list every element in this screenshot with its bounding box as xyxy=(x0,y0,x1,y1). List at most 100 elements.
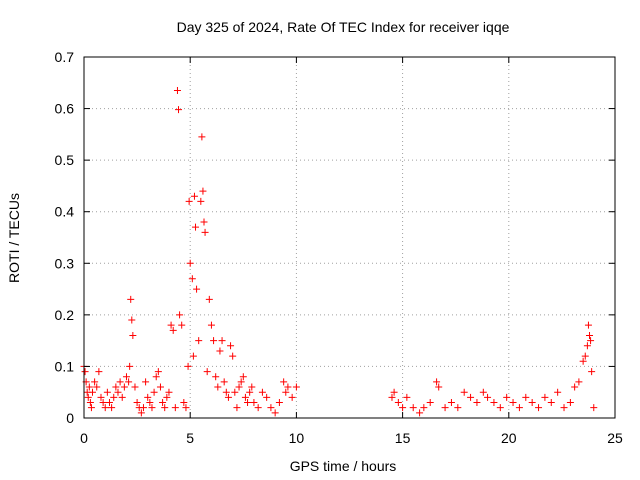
data-point xyxy=(292,383,300,391)
data-point xyxy=(420,404,428,412)
data-point xyxy=(496,404,504,412)
data-point xyxy=(81,368,89,376)
data-point xyxy=(127,295,135,303)
data-point xyxy=(101,404,109,412)
data-point xyxy=(246,388,254,396)
data-point xyxy=(390,388,398,396)
data-point xyxy=(154,368,162,376)
data-point xyxy=(583,342,591,350)
data-point xyxy=(575,378,583,386)
data-point xyxy=(188,275,196,283)
plot-frame xyxy=(83,56,616,419)
data-point xyxy=(509,399,517,407)
data-point xyxy=(114,388,122,396)
data-point xyxy=(218,337,226,345)
data-point xyxy=(169,326,177,334)
y-tick-label: 0 xyxy=(66,410,74,426)
data-point xyxy=(165,388,173,396)
data-point xyxy=(142,378,150,386)
x-tick-label: 10 xyxy=(289,430,305,446)
data-point xyxy=(547,399,555,407)
data-point xyxy=(93,383,101,391)
data-point xyxy=(118,393,126,401)
x-axis-label: GPS time / hours xyxy=(290,458,397,474)
data-point xyxy=(473,399,481,407)
data-point xyxy=(178,321,186,329)
data-point xyxy=(388,393,396,401)
data-point xyxy=(199,187,207,195)
data-point xyxy=(144,393,152,401)
data-point xyxy=(167,321,175,329)
data-point xyxy=(235,383,243,391)
data-point xyxy=(125,378,133,386)
data-point xyxy=(454,404,462,412)
data-point xyxy=(185,197,193,205)
data-point xyxy=(258,388,266,396)
data-point xyxy=(91,378,99,386)
data-point xyxy=(197,197,205,205)
data-point xyxy=(467,393,475,401)
data-point xyxy=(231,388,239,396)
data-point xyxy=(86,399,94,407)
data-point xyxy=(156,383,164,391)
data-point xyxy=(186,259,194,267)
data-point xyxy=(239,373,247,381)
data-point xyxy=(129,331,137,339)
data-point xyxy=(112,383,120,391)
y-tick-label: 0.4 xyxy=(55,204,75,220)
data-point xyxy=(150,388,158,396)
data-point xyxy=(189,352,197,360)
data-point xyxy=(227,342,235,350)
data-point xyxy=(207,321,215,329)
data-point xyxy=(97,393,105,401)
data-point xyxy=(108,404,116,412)
data-point xyxy=(87,404,95,412)
chart-title: Day 325 of 2024, Rate Of TEC Index for r… xyxy=(177,19,510,35)
data-point xyxy=(137,409,145,417)
data-point xyxy=(590,404,598,412)
data-point xyxy=(133,399,141,407)
data-point xyxy=(399,404,407,412)
x-tick-label: 20 xyxy=(501,430,517,446)
data-point xyxy=(554,388,562,396)
data-point xyxy=(503,393,511,401)
y-tick-label: 0.3 xyxy=(55,255,75,271)
data-point xyxy=(241,393,249,401)
data-point xyxy=(528,399,536,407)
data-point xyxy=(541,393,549,401)
data-point xyxy=(139,404,147,412)
data-point xyxy=(403,393,411,401)
data-point xyxy=(426,399,434,407)
data-point xyxy=(203,368,211,376)
data-point xyxy=(282,388,290,396)
data-point xyxy=(161,404,169,412)
data-point xyxy=(581,352,589,360)
data-point xyxy=(148,404,156,412)
data-point xyxy=(254,404,262,412)
data-point xyxy=(522,393,530,401)
data-point xyxy=(267,404,275,412)
data-point xyxy=(447,399,455,407)
data-point xyxy=(214,383,222,391)
y-tick-label: 0.2 xyxy=(55,307,75,323)
data-point xyxy=(490,399,498,407)
data-point xyxy=(275,399,283,407)
data-point xyxy=(566,399,574,407)
data-point xyxy=(122,373,130,381)
data-point xyxy=(248,383,256,391)
data-point xyxy=(182,404,190,412)
x-tick-label: 15 xyxy=(395,430,411,446)
data-point xyxy=(250,399,258,407)
data-point xyxy=(84,393,92,401)
data-point xyxy=(126,362,134,370)
y-tick-label: 0.7 xyxy=(55,49,75,65)
data-point xyxy=(271,409,279,417)
data-point xyxy=(85,383,93,391)
data-point xyxy=(263,393,271,401)
data-point xyxy=(146,399,154,407)
data-point xyxy=(190,192,198,200)
data-point xyxy=(163,393,171,401)
x-tick-label: 0 xyxy=(80,430,88,446)
data-point xyxy=(198,133,206,141)
